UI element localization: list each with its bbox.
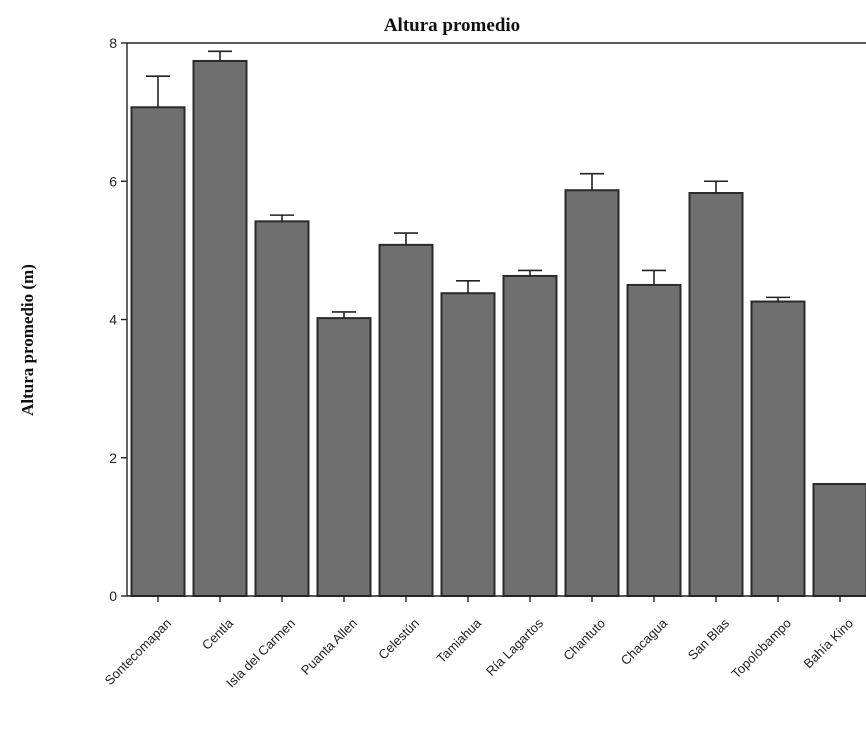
x-tick-label: Celestún: [375, 616, 422, 663]
x-tick-label: Bahía Kino: [801, 616, 857, 672]
chart-title: Altura promedio: [384, 15, 520, 36]
y-axis-label: Altura promedio (m): [18, 264, 37, 416]
x-tick-label: Ría Lagartos: [483, 615, 547, 679]
bar: [130, 106, 186, 597]
error-bars-layer: [146, 50, 790, 319]
x-tick-label: Sontecomapan: [102, 616, 174, 688]
x-tick-label: San Blas: [685, 615, 733, 663]
bar: [440, 292, 496, 597]
y-tick-label: 2: [109, 450, 117, 466]
x-tick-label: Chantuto: [560, 616, 608, 664]
y-tick-label: 0: [109, 588, 117, 604]
bar: [502, 274, 558, 597]
x-tick-label: Puanta Allen: [298, 616, 360, 678]
bars-layer: [130, 59, 866, 598]
bar: [812, 483, 866, 597]
y-tick-label: 4: [109, 312, 117, 328]
y-tick-label: 6: [109, 173, 117, 189]
bar: [626, 283, 682, 597]
bar: [378, 243, 434, 597]
x-tick-label: Tamiahua: [434, 615, 485, 666]
bar: [564, 189, 620, 598]
x-tick-label: Chacagua: [618, 615, 671, 668]
bar: [316, 317, 372, 597]
bar: [192, 59, 248, 598]
x-tick-label: Topolobampo: [728, 616, 794, 682]
bar: [750, 300, 806, 597]
bar: [688, 192, 744, 597]
bar: [254, 220, 310, 597]
y-ticks-layer: 0 2 4 6 8: [109, 35, 127, 604]
y-tick-label: 8: [109, 35, 117, 51]
x-tick-label: Centla: [199, 615, 237, 653]
